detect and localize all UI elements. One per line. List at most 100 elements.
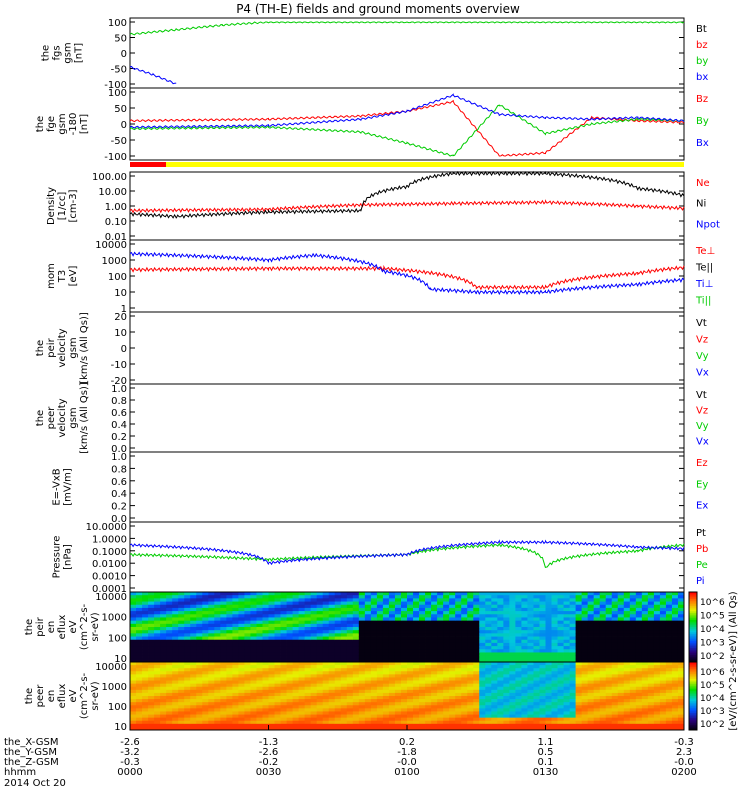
heatmap-cell (304, 696, 312, 700)
heatmap-cell (599, 598, 607, 602)
heatmap-cell (527, 686, 534, 691)
heatmap-cell (611, 717, 619, 722)
heatmap-cell (232, 711, 239, 715)
heatmap-cell (340, 699, 348, 703)
heatmap-cell (647, 702, 655, 706)
heatmap-cell (413, 598, 420, 602)
heatmap-cell (659, 620, 667, 625)
heatmap-cell (364, 665, 372, 669)
heatmap-cell (340, 642, 348, 647)
panel-frame (129, 311, 685, 385)
heatmap-cell (322, 717, 330, 722)
heatmap-cell (280, 617, 287, 622)
heatmap-cell (623, 607, 631, 612)
heatmap-cell (262, 665, 269, 669)
heatmap-cell (292, 696, 300, 700)
heatmap-cell (521, 630, 528, 634)
heatmap-cell (220, 639, 227, 644)
heatmap-cell (443, 717, 450, 722)
colorbar-peir: 10^610^510^410^310^2 (688, 591, 725, 663)
heatmap-cell (322, 662, 330, 666)
heatmap-cell (443, 607, 450, 612)
heatmap-cell (352, 595, 360, 599)
heatmap-cell (202, 668, 209, 672)
heatmap-cell (256, 636, 263, 641)
heatmap-cell (136, 623, 143, 628)
heatmap-cell (455, 683, 462, 688)
heatmap-cell (563, 711, 570, 715)
y-axis-label-line: [eV] (68, 266, 79, 287)
heatmap-cell (322, 642, 330, 647)
heatmap-cell (358, 646, 366, 650)
heatmap-cell (599, 708, 607, 712)
heatmap-cell (521, 692, 528, 697)
heatmap-cell (413, 692, 420, 697)
heatmap-cell (587, 726, 595, 731)
heatmap-cell (340, 617, 348, 622)
heatmap-cell (581, 658, 589, 663)
heatmap-cell (382, 702, 390, 706)
heatmap-cell (539, 711, 546, 715)
heatmap-cell (455, 708, 462, 712)
heatmap-cell (352, 717, 360, 722)
heatmap-cell (256, 658, 263, 663)
heatmap-cell (575, 726, 583, 731)
heatmap-cell (437, 699, 444, 703)
legend-Ey: Ey (696, 479, 708, 490)
heatmap-cell (370, 649, 378, 653)
colorbar-tick-label: 10^6 (700, 668, 725, 678)
heatmap-cell (280, 601, 287, 606)
heatmap-cell (431, 714, 438, 719)
heatmap-cell (521, 652, 528, 657)
heatmap-cell (256, 723, 263, 728)
heatmap-cell (521, 723, 528, 728)
heatmap-cell (400, 639, 408, 644)
heatmap-cell (503, 623, 510, 628)
heatmap-cell (671, 680, 679, 685)
heatmap-cell (593, 680, 601, 685)
heatmap-cell (292, 708, 300, 712)
heatmap-cell (160, 658, 167, 663)
heatmap-cell (575, 627, 583, 631)
heatmap-cell (280, 680, 287, 685)
heatmap-cell (202, 726, 209, 731)
heatmap-cell (334, 649, 342, 653)
heatmap-cell (437, 655, 444, 660)
heatmap-cell (515, 726, 522, 731)
heatmap-cell (473, 633, 480, 637)
heatmap-cell (130, 627, 137, 631)
heatmap-cell (479, 699, 486, 703)
heatmap-cell (575, 723, 583, 728)
heatmap-cell (268, 601, 275, 606)
heatmap-cell (292, 686, 300, 691)
heatmap-cell (623, 674, 631, 678)
heatmap-cell (473, 714, 480, 719)
heatmap-cell (497, 668, 504, 672)
heatmap-cell (322, 720, 330, 725)
heatmap-cell (346, 705, 354, 709)
heatmap-cell (370, 646, 378, 650)
heatmap-cell (665, 692, 673, 697)
heatmap-cell (413, 720, 420, 725)
heatmap-cell (575, 677, 583, 681)
colorbar-step (689, 675, 697, 678)
heatmap-cell (659, 720, 667, 725)
heatmap-cell (473, 711, 480, 715)
heatmap-cell (232, 689, 239, 694)
heatmap-cell (443, 646, 450, 650)
heatmap-cell (208, 699, 215, 703)
heatmap-cell (563, 636, 570, 641)
heatmap-cell (268, 646, 275, 650)
heatmap-cell (503, 662, 510, 666)
heatmap-cell (154, 674, 161, 678)
heatmap-cell (443, 662, 450, 666)
heatmap-cell (557, 595, 564, 599)
heatmap-cell (352, 686, 360, 691)
heatmap-cell (346, 683, 354, 688)
heatmap-cell (286, 668, 293, 672)
colorbar-step (689, 600, 697, 603)
heatmap-cell (304, 604, 312, 609)
heatmap-cell (455, 720, 462, 725)
heatmap-cell (388, 617, 396, 622)
heatmap-cell (467, 702, 474, 706)
